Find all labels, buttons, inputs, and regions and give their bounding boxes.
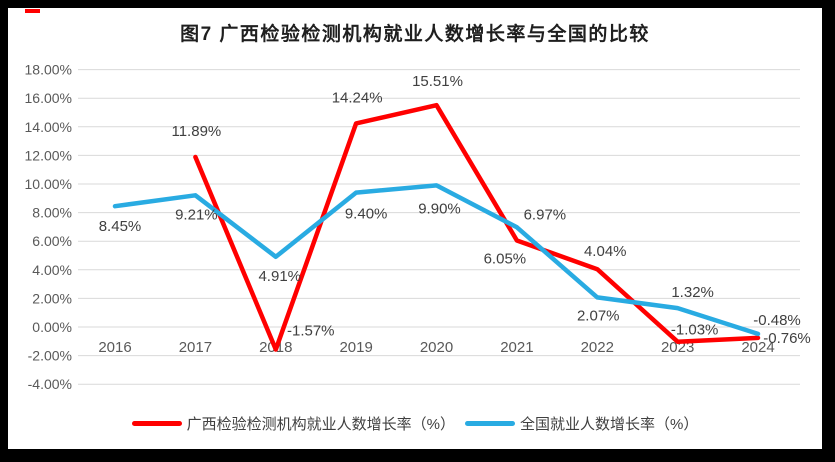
screen-artifact-red-mark xyxy=(25,9,40,13)
data-label: 4.04% xyxy=(584,243,627,260)
data-label: 11.89% xyxy=(171,123,221,140)
x-axis-tick-label: 2021 xyxy=(500,339,533,356)
x-axis-tick-label: 2020 xyxy=(420,339,453,356)
x-axis-tick-label: 2022 xyxy=(581,339,614,356)
y-axis-tick-label: 6.00% xyxy=(32,233,72,249)
legend-item-national: 全国就业人数增长率（%） xyxy=(465,413,698,434)
y-axis-tick-label: -2.00% xyxy=(28,348,72,364)
chart-legend: 广西检验检测机构就业人数增长率（%） 全国就业人数增长率（%） xyxy=(8,413,822,433)
chart-title: 图7 广西检验检测机构就业人数增长率与全国的比较 xyxy=(180,24,650,45)
data-label: 9.21% xyxy=(175,206,218,223)
data-label: 4.91% xyxy=(258,268,301,285)
y-axis-tick-label: 8.00% xyxy=(32,205,72,221)
data-label: 14.24% xyxy=(332,89,383,106)
data-label: 9.90% xyxy=(418,200,461,217)
legend-line-marker-national-icon xyxy=(465,420,515,426)
data-label: 15.51% xyxy=(412,73,463,90)
series-line-1 xyxy=(112,183,761,337)
data-label: 6.97% xyxy=(524,206,567,223)
y-axis-tick-label: 16.00% xyxy=(25,90,72,106)
legend-label-national: 全国就业人数增长率（%） xyxy=(520,415,699,433)
y-axis-tick-label: 14.00% xyxy=(25,119,72,135)
x-axis-tick-label: 2016 xyxy=(98,339,131,356)
data-label: -0.76% xyxy=(763,330,811,347)
data-label: 1.32% xyxy=(671,284,714,301)
y-axis-tick-label: 10.00% xyxy=(25,176,72,192)
data-label: -1.03% xyxy=(671,322,719,339)
data-label: -1.57% xyxy=(287,322,335,339)
legend-item-guangxi: 广西检验检测机构就业人数增长率（%） xyxy=(131,413,455,434)
y-axis-tick-label: 0.00% xyxy=(32,319,72,335)
data-label: 2.07% xyxy=(577,307,620,324)
x-axis-tick-label: 2017 xyxy=(179,339,212,356)
y-axis-tick-label: 2.00% xyxy=(32,290,72,306)
y-axis-tick-label: 18.00% xyxy=(25,62,72,78)
x-axis-tick-label: 2019 xyxy=(339,339,372,356)
legend-label-guangxi: 广西检验检测机构就业人数增长率（%） xyxy=(186,415,455,433)
x-axis-tick-label: 2024 xyxy=(741,339,774,356)
data-label: 9.40% xyxy=(345,206,388,223)
legend-line-marker-guangxi-icon xyxy=(131,420,182,426)
series-line-0 xyxy=(193,102,761,352)
chart-page: 图7 广西检验检测机构就业人数增长率与全国的比较 18.00% 16.00% 14.… xyxy=(8,8,822,449)
data-label: 8.45% xyxy=(99,218,142,235)
line-chart-canvas: 18.00% 16.00% 14.00% 12.00% 10.00% 8.00% 6.00%… xyxy=(25,62,811,393)
y-axis-tick-label: -4.00% xyxy=(28,376,72,392)
data-label: 6.05% xyxy=(484,250,527,267)
data-label: -0.48% xyxy=(753,312,801,329)
y-axis-tick-label: 4.00% xyxy=(32,262,72,278)
y-axis-tick-label: 12.00% xyxy=(25,147,72,163)
